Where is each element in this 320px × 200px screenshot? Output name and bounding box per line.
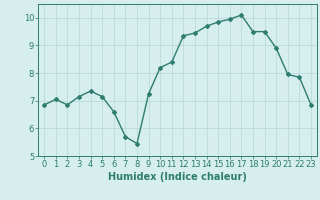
X-axis label: Humidex (Indice chaleur): Humidex (Indice chaleur)	[108, 172, 247, 182]
